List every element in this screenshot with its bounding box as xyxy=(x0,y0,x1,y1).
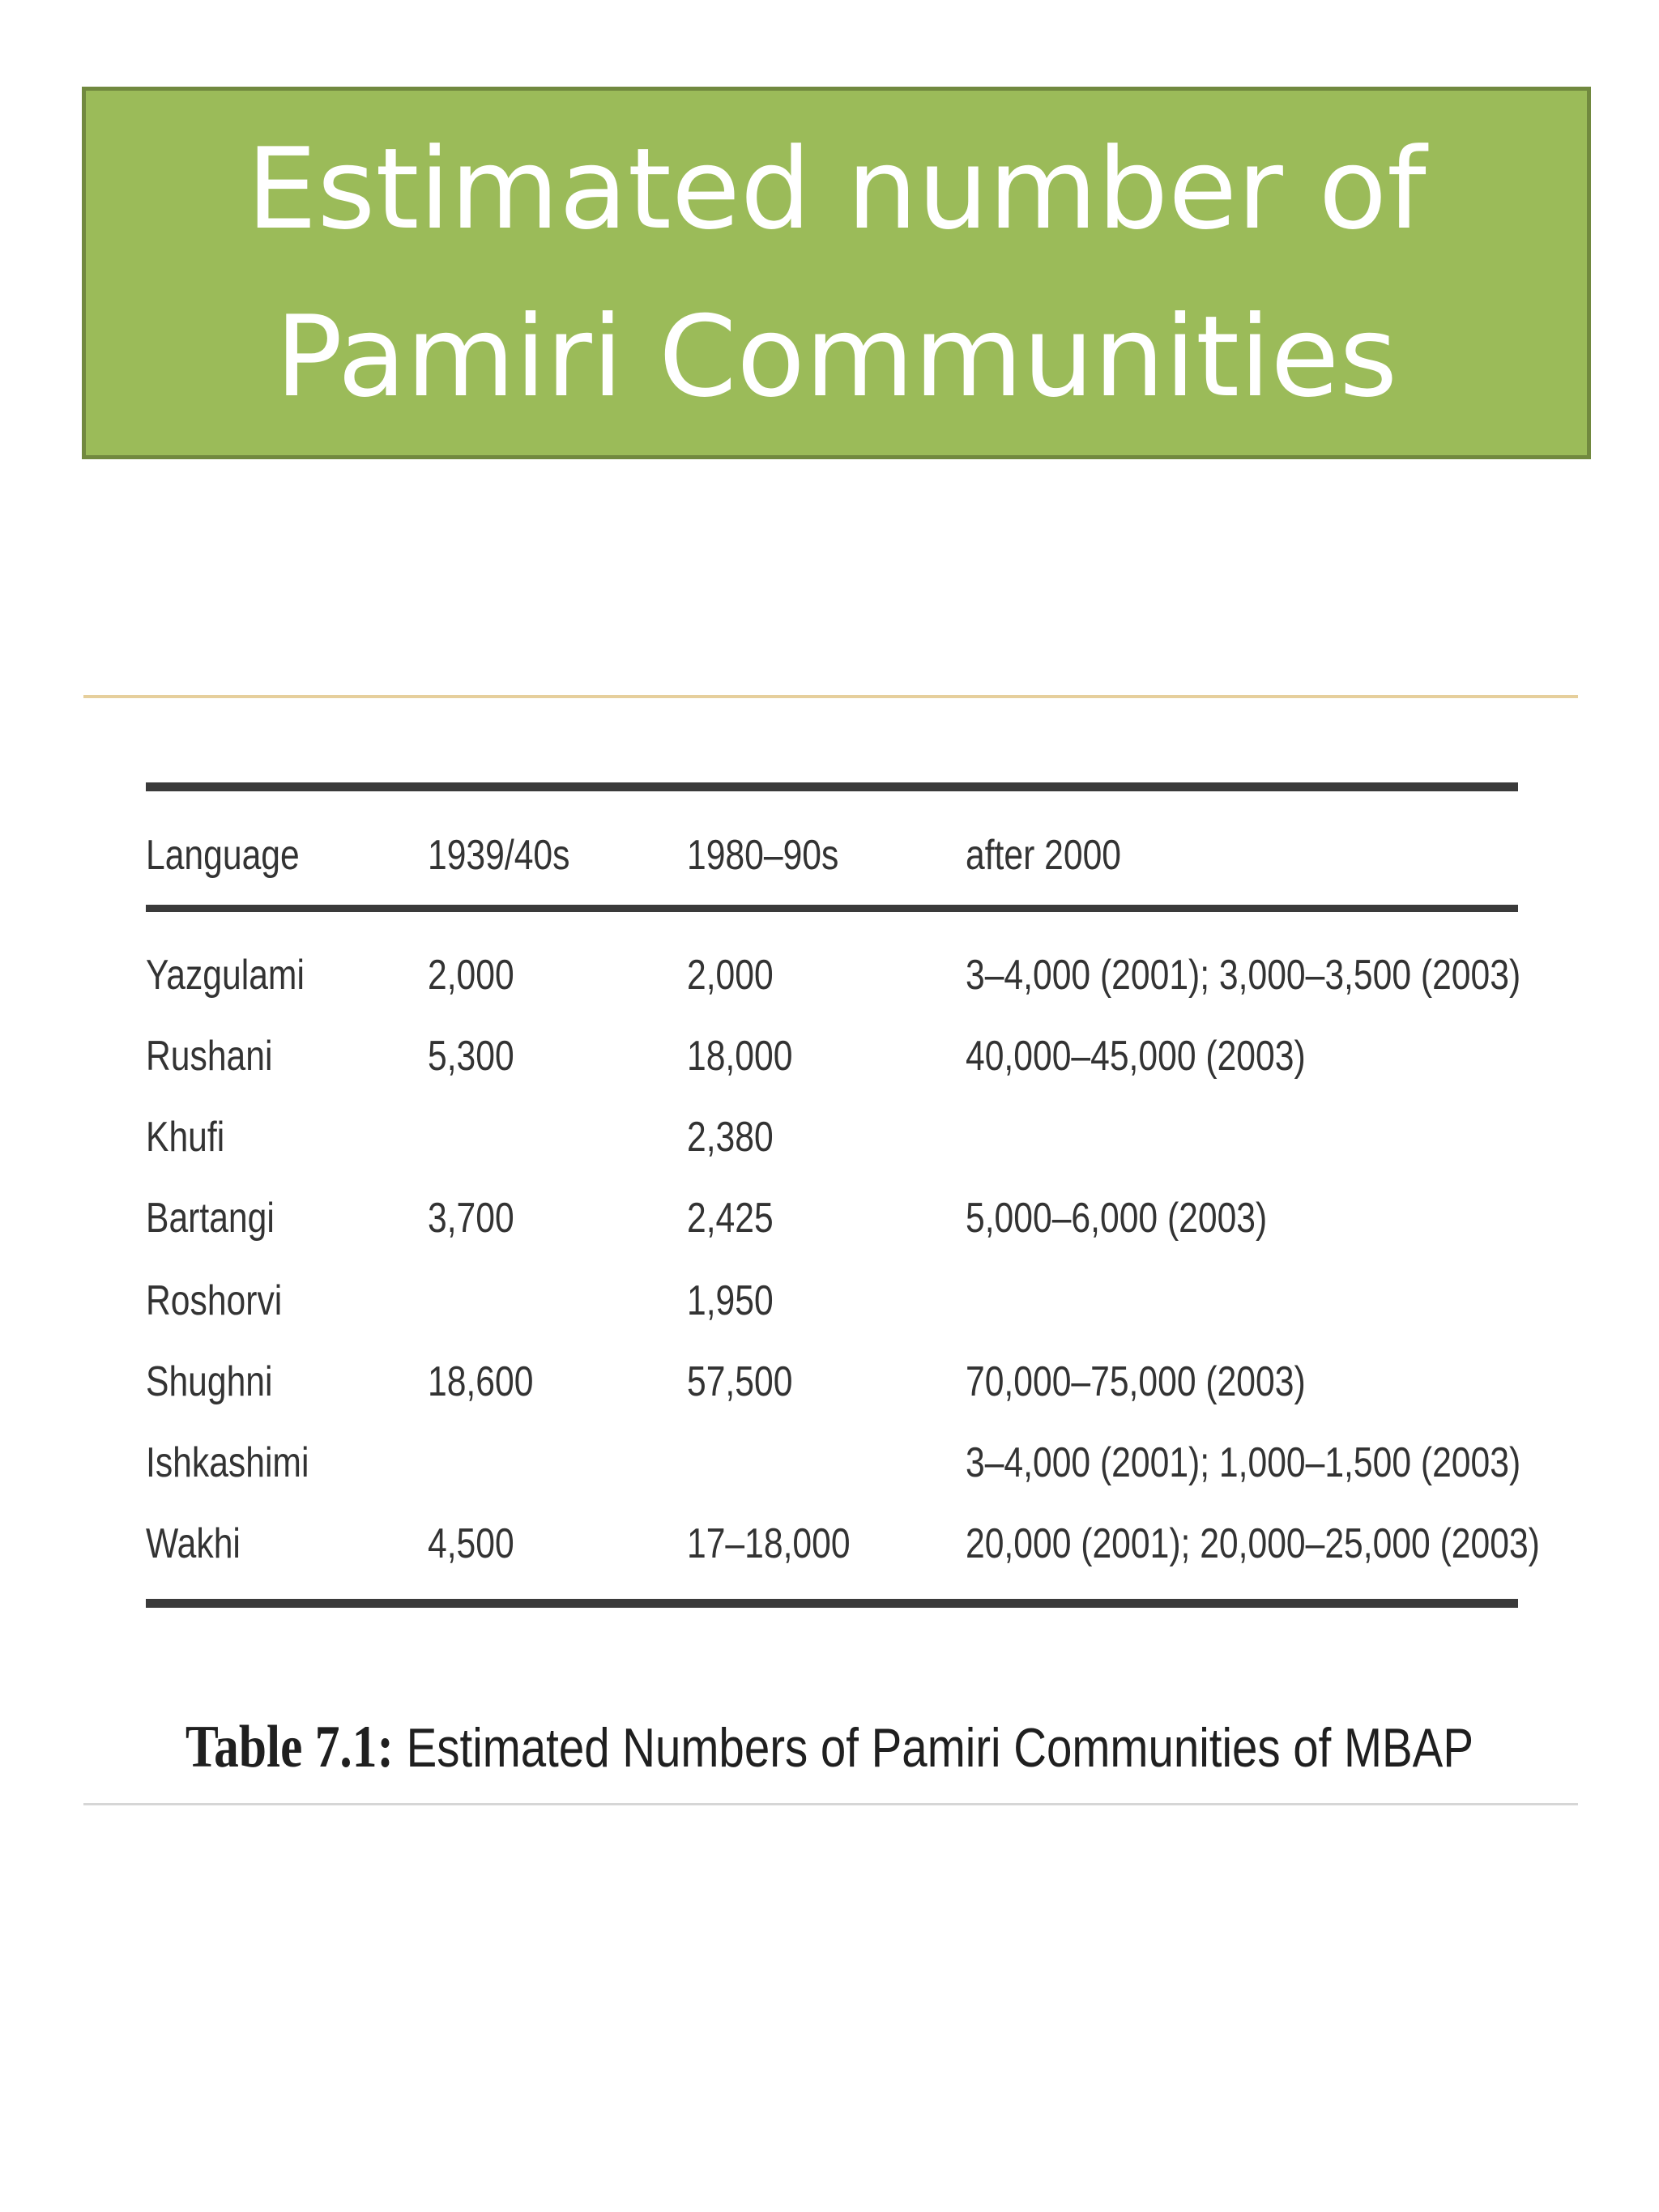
table-caption-text: Estimated Numbers of Pamiri Communities … xyxy=(394,1717,1474,1779)
cell-after-2000: 3–4,000 (2001); 3,000–3,500 (2003) xyxy=(966,952,1521,999)
table-caption: Table 7.1: Estimated Numbers of Pamiri C… xyxy=(0,1717,1659,1777)
cell-1939-40s: 3,700 xyxy=(428,1195,514,1242)
cell-after-2000: 40,000–45,000 (2003) xyxy=(966,1033,1306,1080)
slide-title-box: Estimated number of Pamiri Communities xyxy=(82,87,1591,459)
cell-1980-90s: 57,500 xyxy=(687,1358,793,1405)
cell-language: Ishkashimi xyxy=(146,1439,309,1486)
cell-language: Shughni xyxy=(146,1358,273,1405)
cell-after-2000: 5,000–6,000 (2003) xyxy=(966,1195,1268,1242)
cell-1939-40s: 18,600 xyxy=(428,1358,534,1405)
header-language: Language xyxy=(146,832,300,879)
header-1939-40s: 1939/40s xyxy=(428,832,570,879)
cell-language: Bartangi xyxy=(146,1195,275,1242)
header-1980-90s: 1980–90s xyxy=(687,832,839,879)
cell-language: Yazgulami xyxy=(146,952,305,999)
cell-language: Khufi xyxy=(146,1114,225,1161)
table-caption-label: Table 7.1: xyxy=(185,1714,394,1780)
cell-1980-90s: 2,425 xyxy=(687,1195,774,1242)
cell-after-2000: 20,000 (2001); 20,000–25,000 (2003) xyxy=(966,1520,1540,1567)
cell-1939-40s: 2,000 xyxy=(428,952,514,999)
cell-1939-40s: 4,500 xyxy=(428,1520,514,1567)
cell-language: Rushani xyxy=(146,1033,273,1080)
bottom-divider xyxy=(83,1803,1578,1805)
cell-1980-90s: 17–18,000 xyxy=(687,1520,851,1567)
cell-1980-90s: 18,000 xyxy=(687,1033,793,1080)
cell-language: Wakhi xyxy=(146,1520,241,1567)
cell-1980-90s: 1,950 xyxy=(687,1277,774,1324)
slide-title-line-1: Estimated number of xyxy=(246,124,1427,254)
table-top-rule xyxy=(146,782,1518,791)
table-bottom-rule xyxy=(146,1599,1518,1608)
header-after-2000: after 2000 xyxy=(966,832,1122,879)
table-header-rule xyxy=(146,905,1518,912)
cell-1980-90s: 2,380 xyxy=(687,1114,774,1161)
top-divider xyxy=(83,695,1578,698)
cell-1980-90s: 2,000 xyxy=(687,952,774,999)
slide-title-line-2: Pamiri Communities xyxy=(275,292,1398,422)
cell-after-2000: 70,000–75,000 (2003) xyxy=(966,1358,1306,1405)
cell-1939-40s: 5,300 xyxy=(428,1033,514,1080)
cell-language: Roshorvi xyxy=(146,1277,283,1324)
cell-after-2000: 3–4,000 (2001); 1,000–1,500 (2003) xyxy=(966,1439,1521,1486)
